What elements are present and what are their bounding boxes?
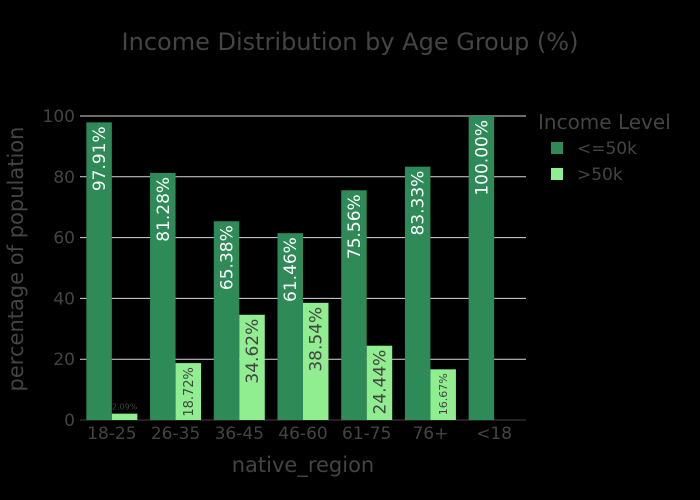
data-label: 75.56%: [345, 194, 365, 259]
bar-gt50k-46-60[interactable]: [303, 302, 329, 420]
data-label: 97.91%: [90, 126, 110, 191]
legend[interactable]: Income Level <=50k >50k: [538, 110, 671, 185]
x-tick-label: 76+: [412, 424, 448, 444]
bars: [86, 116, 495, 420]
x-axis-title: native_region: [232, 453, 375, 478]
bar-le50k-61-75[interactable]: [341, 190, 367, 420]
y-tick-label: 80: [53, 168, 75, 188]
x-tick-label: 36-45: [215, 424, 264, 444]
bar-le50k-26-35[interactable]: [150, 172, 176, 420]
data-label: 100.00%: [472, 120, 492, 196]
data-labels: 97.91% 81.28% 65.38% 61.46% 75.56% 83.33% 100.…: [90, 120, 492, 417]
bar-le50k-36-45[interactable]: [213, 221, 240, 420]
x-tick-label: 26-35: [151, 424, 200, 444]
bar-gt50k-76+[interactable]: [430, 369, 456, 420]
data-label: 65.38%: [217, 225, 237, 290]
x-tick-label: <18: [476, 424, 512, 444]
data-label: 2.09%: [112, 403, 138, 412]
data-label: 18.72%: [182, 367, 197, 417]
bar-gt50k-36-45[interactable]: [239, 314, 265, 420]
y-tick-label: 100: [43, 107, 75, 127]
bar-le50k-46-60[interactable]: [277, 233, 304, 420]
chart-title: Income Distribution by Age Group (%): [122, 28, 579, 56]
y-tick-label: 20: [53, 350, 75, 370]
x-tick-label: 46-60: [278, 424, 327, 444]
data-label: 38.54%: [307, 307, 327, 372]
y-tick-label: 0: [64, 411, 75, 431]
data-label: 16.67%: [437, 373, 450, 415]
bar-le50k-18-25[interactable]: [86, 122, 112, 420]
bar-le50k-<18[interactable]: [468, 116, 495, 420]
legend-swatch[interactable]: [551, 168, 563, 180]
legend-title: Income Level: [538, 110, 671, 134]
bar-le50k-76+[interactable]: [404, 166, 431, 420]
x-tick-label: 18-25: [87, 424, 136, 444]
data-label: 34.62%: [243, 319, 263, 384]
legend-label[interactable]: <=50k: [577, 139, 637, 159]
y-tick-label: 60: [53, 229, 75, 249]
data-label: 24.44%: [370, 350, 390, 415]
data-label: 81.28%: [154, 177, 174, 242]
bar-gt50k-61-75[interactable]: [366, 345, 393, 420]
bar-gt50k-26-35[interactable]: [175, 363, 202, 420]
data-label: 83.33%: [409, 171, 429, 236]
tick-labels: 0 20 40 60 80 100 18-25 26-35 36-45 46-60 61-75 76+…: [43, 107, 513, 444]
data-label: 61.46%: [281, 237, 301, 302]
legend-label[interactable]: >50k: [577, 165, 623, 185]
legend-swatch[interactable]: [551, 142, 563, 154]
bar-gt50k-18-25[interactable]: [111, 413, 138, 420]
x-tick-label: 61-75: [342, 424, 391, 444]
y-tick-label: 40: [53, 289, 75, 309]
y-axis-title: percentage of population: [4, 127, 28, 392]
